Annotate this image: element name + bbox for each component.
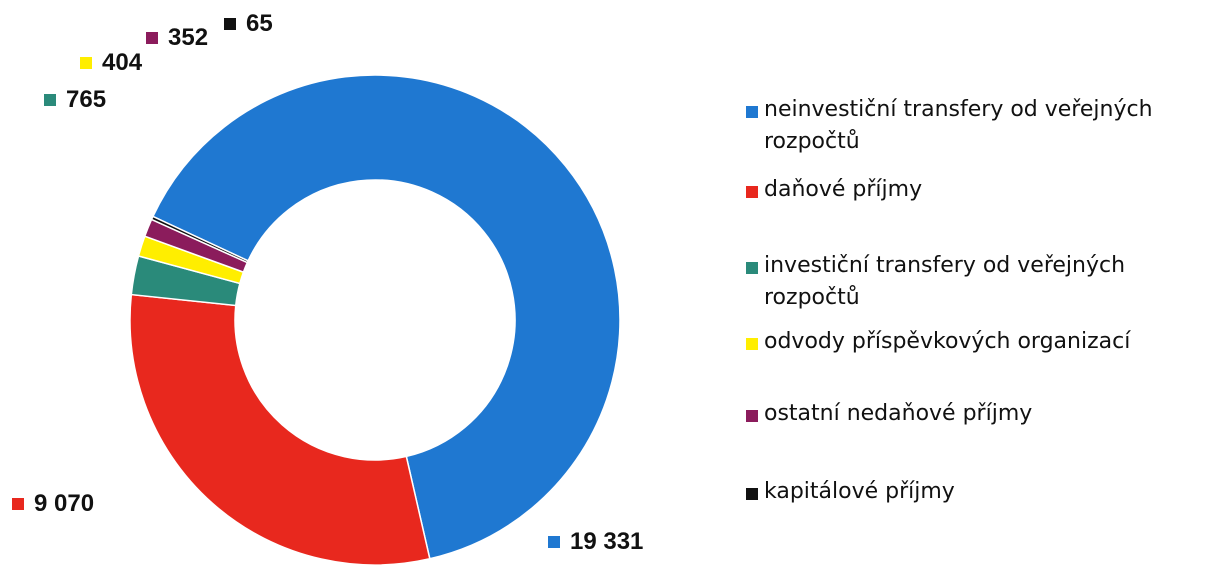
data-label-swatch [44,94,56,106]
donut-slices [129,74,621,566]
data-label-value: 19 331 [570,528,644,555]
legend-item-neinvesticni: neinvestiční transfery od veřejných rozp… [746,94,1214,158]
donut-slice-kapitalove [150,215,250,264]
data-label-swatch [80,57,92,69]
legend-swatch [746,410,758,422]
data-label-value: 404 [102,49,143,76]
data-label-neinvesticni: 19 331 [548,528,643,556]
data-label-investicni: 765 [44,86,106,114]
data-label-swatch [12,498,24,510]
legend-label: kapitálové příjmy [764,479,955,504]
legend-swatch [746,106,758,118]
legend-item-investicni: investiční transfery od veřejných rozpoč… [746,250,1214,314]
legend-swatch [746,488,758,500]
legend-item-danove: daňové příjmy [746,174,1214,206]
data-label-odvody: 404 [80,49,142,77]
data-label-value: 65 [246,10,273,37]
legend-label: investiční transfery od veřejných rozpoč… [764,253,1126,310]
data-label-value: 352 [168,24,209,51]
legend-swatch [746,338,758,350]
data-label-danove: 9 070 [12,490,94,518]
legend-label: odvody příspěvkových organizací [764,329,1131,354]
legend-label: daňové příjmy [764,177,923,202]
legend-label: neinvestiční transfery od veřejných rozp… [764,97,1153,154]
donut-slice-neinvesticni [151,74,621,560]
data-label-value: 9 070 [34,490,95,517]
legend-item-odvody: odvody příspěvkových organizací [746,326,1214,358]
data-label-kapitalove: 65 [224,10,273,38]
legend-item-kapitalove: kapitálové příjmy [746,476,1214,508]
data-label-swatch [224,18,236,30]
donut-slice-danove [129,293,431,566]
legend-item-ostatni: ostatní nedaňové příjmy [746,398,1214,430]
legend-swatch [746,186,758,198]
legend-label: ostatní nedaňové příjmy [764,401,1033,426]
data-label-swatch [548,536,560,548]
data-label-ostatni: 352 [146,24,208,52]
data-label-value: 765 [66,86,107,113]
legend-swatch [746,262,758,274]
data-label-swatch [146,32,158,44]
